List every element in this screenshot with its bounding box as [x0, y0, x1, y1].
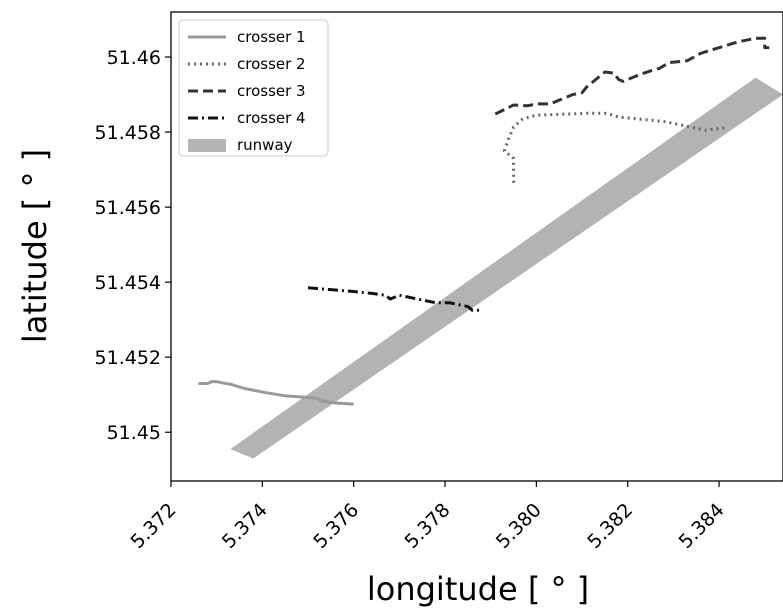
x-tick-label: 5.376: [309, 499, 363, 553]
legend: crosser 1 crosser 2 crosser 3 crosser 4 runw…: [178, 19, 329, 157]
x-tick-label: 5.372: [127, 499, 181, 553]
x-axis: 5.372 5.374 5.376 5.378 5.380 5.382 5.384: [127, 481, 729, 553]
y-axis: 51.45 51.452 51.454 51.456 51.458 51.46: [95, 47, 171, 444]
legend-swatch: [188, 139, 226, 152]
y-tick-label: 51.46: [107, 47, 161, 69]
series-layer: [198, 36, 770, 406]
legend-label: runway: [237, 136, 293, 154]
series-line-3: [494, 36, 770, 116]
plot-frame: [170, 11, 783, 482]
y-axis-title: latitude [ ° ]: [16, 149, 54, 343]
legend-label: crosser 2: [237, 55, 306, 73]
series-runway: [230, 77, 783, 459]
x-tick-label: 5.374: [218, 499, 272, 553]
legend-box: [178, 19, 329, 157]
y-tick-label: 51.458: [95, 122, 161, 144]
series-line-4: [307, 286, 482, 312]
series-line-1: [198, 380, 354, 406]
runway-layer: [230, 77, 783, 459]
y-tick-label: 51.454: [95, 272, 161, 294]
y-tick-label: 51.452: [95, 347, 161, 369]
y-tick-label: 51.45: [107, 422, 161, 444]
x-axis-title: longitude [ ° ]: [367, 570, 589, 608]
x-tick-label: 5.380: [492, 499, 546, 553]
legend-label: crosser 3: [237, 82, 306, 100]
legend-label: crosser 1: [237, 28, 306, 46]
x-tick-label: 5.378: [401, 499, 455, 553]
x-tick-label: 5.382: [583, 499, 637, 553]
legend-label: crosser 4: [237, 109, 306, 127]
x-tick-label: 5.384: [675, 499, 729, 553]
series-line-2: [502, 111, 729, 183]
y-tick-label: 51.456: [95, 197, 161, 219]
